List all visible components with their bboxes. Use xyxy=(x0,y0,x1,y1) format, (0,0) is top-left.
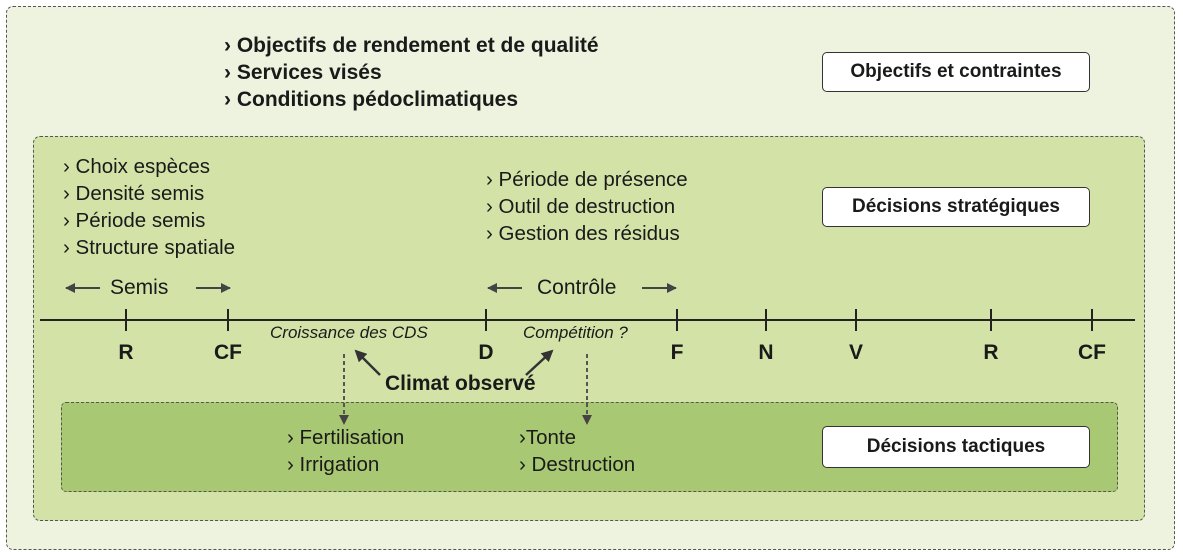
strategic-item: › Structure spatiale xyxy=(63,236,236,259)
climate-arrow-left xyxy=(354,349,381,376)
objectives-tag: Objectifs et contraintes xyxy=(822,52,1090,92)
strategic-tag: Décisions stratégiques xyxy=(822,187,1090,227)
tactical-item: › Destruction xyxy=(519,453,636,476)
objective-item: › Conditions pédoclimatiques xyxy=(224,88,519,111)
competition-label: Compétition ? xyxy=(523,323,628,342)
strategic-item: › Outil de destruction xyxy=(486,195,676,218)
strategic-item: › Choix espèces xyxy=(63,155,210,178)
tactical-tag: Décisions tactiques xyxy=(822,426,1090,468)
tactical-item: › Fertilisation xyxy=(287,426,405,449)
tick-label: V xyxy=(848,341,864,364)
objectives-list: › Objectifs de rendement et de qualité ›… xyxy=(224,32,599,113)
climate-label: Climat observé xyxy=(385,372,536,395)
strategic-item: › Période de présence xyxy=(486,168,688,191)
tick-label: D xyxy=(478,341,494,364)
strategic-item: › Gestion des résidus xyxy=(486,222,680,245)
tick-label: CF xyxy=(1078,341,1106,364)
tactical-item: ›Tonte xyxy=(519,426,576,449)
strategic-item: › Densité semis xyxy=(63,182,205,205)
objective-item: › Objectifs de rendement et de qualité xyxy=(224,34,599,57)
tick-label: R xyxy=(118,341,134,364)
strategic-item: › Période semis xyxy=(63,209,206,232)
climate-arrow-right xyxy=(525,349,554,376)
tactical-item: › Irrigation xyxy=(287,453,380,476)
tactical-list-left: › Fertilisation › Irrigation xyxy=(287,424,404,478)
controle-label: Contrôle xyxy=(537,276,617,299)
tick-label: F xyxy=(670,341,684,364)
tactical-list-right: ›Tonte › Destruction xyxy=(519,424,635,478)
tick-label: CF xyxy=(214,341,242,364)
growth-label: Croissance des CDS xyxy=(270,323,428,342)
tick-label: N xyxy=(758,341,774,364)
strategic-list-right: › Période de présence › Outil de destruc… xyxy=(486,166,688,247)
strategic-list-left: › Choix espèces › Densité semis › Périod… xyxy=(63,153,235,261)
tick-label: R xyxy=(983,341,999,364)
objective-item: › Services visés xyxy=(224,61,382,84)
semis-label: Semis xyxy=(110,276,169,299)
